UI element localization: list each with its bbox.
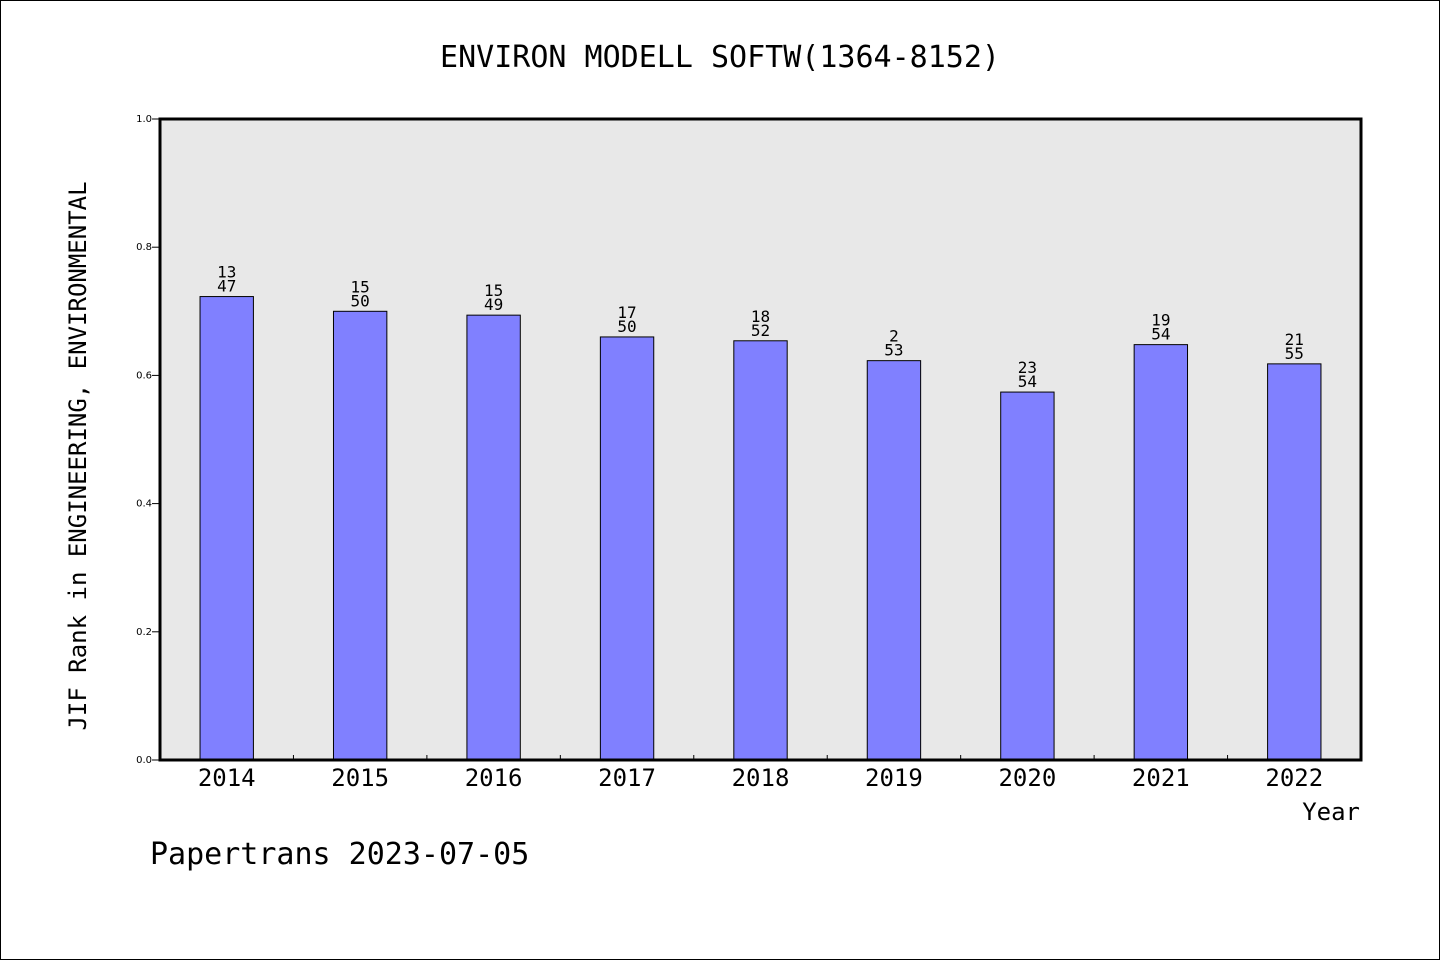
x-tick-label: 2015 <box>331 764 389 792</box>
bar-rank-label: 19 <box>1151 311 1170 330</box>
bar-total-label: 50 <box>351 291 370 310</box>
plot-border <box>158 117 1363 762</box>
bar-2017 <box>599 336 655 761</box>
bar-total-label: 54 <box>1018 372 1037 391</box>
y-axis-label: JIF Rank in ENGINEERING, ENVIRONMENTAL <box>64 181 92 730</box>
y-tick-label: 0.2 <box>136 627 152 638</box>
x-tick-label: 2017 <box>598 764 656 792</box>
bar-total-label: 47 <box>217 277 236 296</box>
bar-2020 <box>1000 391 1055 761</box>
x-axis: 2014 2015 2016 2017 2018 2019 2020 2021 2022 <box>198 755 1323 792</box>
y-tick-label: 0.6 <box>136 370 152 381</box>
bar-2022 <box>1267 363 1322 761</box>
bar-total-label: 53 <box>884 341 903 360</box>
x-axis-label: Year <box>1302 798 1360 826</box>
y-axis: 0.0 0.2 0.4 0.6 0.8 1.0 <box>136 114 160 766</box>
bar-rank-label: 18 <box>751 307 770 326</box>
bar-2015 <box>332 310 388 761</box>
bar-2014 <box>199 296 254 761</box>
bar-rank-label: 23 <box>1018 358 1037 377</box>
bar-rank-label: 21 <box>1285 330 1304 349</box>
bar-rank-label: 13 <box>217 263 236 282</box>
bar-rank-label: 15 <box>351 277 370 296</box>
bars <box>199 296 1322 761</box>
x-tick-label: 2014 <box>198 764 256 792</box>
x-tick-label: 2021 <box>1132 764 1190 792</box>
y-tick-label: 0.0 <box>136 755 152 766</box>
footer-credit: Papertrans 2023-07-05 <box>150 837 529 872</box>
y-tick-label: 0.8 <box>136 242 152 253</box>
bar-total-label: 50 <box>617 317 636 336</box>
bar-2021 <box>1133 344 1189 761</box>
bar-total-label: 49 <box>484 295 503 314</box>
bar-rank-label: 15 <box>484 281 503 300</box>
bar-total-label: 54 <box>1151 325 1170 344</box>
bar-total-label: 52 <box>751 321 770 340</box>
chart-title: ENVIRON MODELL SOFTW(1364-8152) <box>440 40 1000 75</box>
x-tick-label: 2022 <box>1265 764 1323 792</box>
x-tick-label: 2020 <box>998 764 1056 792</box>
bar-2018 <box>733 340 788 761</box>
x-tick-label: 2018 <box>732 764 790 792</box>
bar-rank-label: 17 <box>617 303 636 322</box>
x-tick-label: 2016 <box>465 764 523 792</box>
x-tick-label: 2019 <box>865 764 923 792</box>
bar-total-label: 55 <box>1285 344 1304 363</box>
y-tick-label: 0.4 <box>136 499 152 510</box>
y-tick-label: 1.0 <box>136 114 152 125</box>
bar-rank-label: 2 <box>889 327 899 346</box>
bar-2016 <box>466 314 521 761</box>
bar-2019 <box>866 360 922 761</box>
